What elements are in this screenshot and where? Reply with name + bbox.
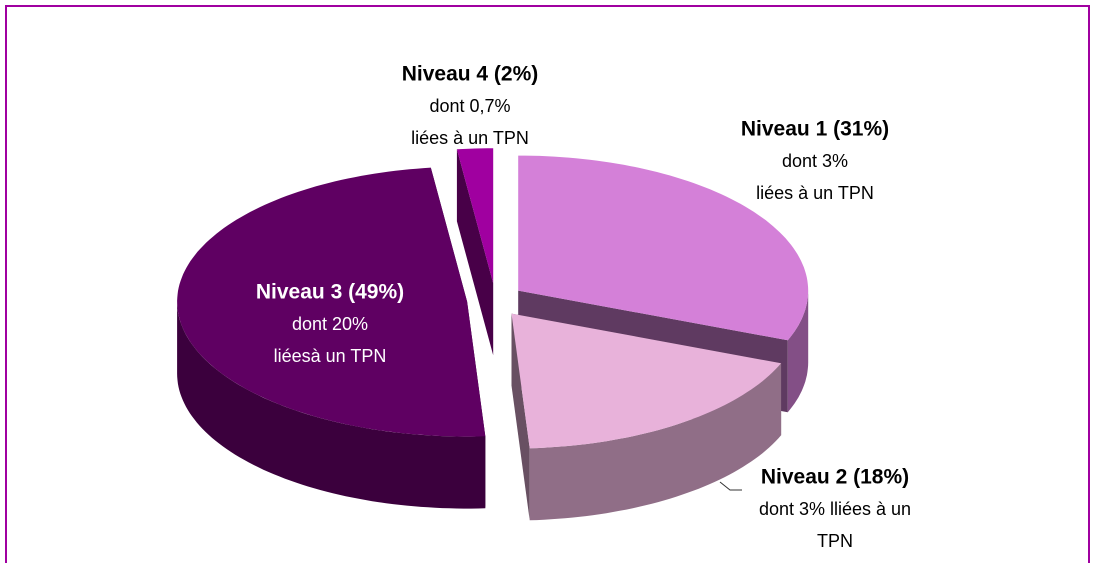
slice-sublabel: dont 20% <box>292 314 368 334</box>
frame <box>5 5 1090 563</box>
slice-sublabel: dont 0,7% <box>429 96 510 116</box>
slice-sublabel: liées à un TPN <box>756 183 874 203</box>
slice-label: Niveau 4 (2%) <box>402 63 539 86</box>
slice-label: Niveau 3 (49%) <box>256 281 404 304</box>
slice-side <box>529 363 782 521</box>
slice-side <box>177 301 486 509</box>
slice-cut-face <box>456 149 494 356</box>
slice <box>518 155 809 341</box>
slice-sublabel: liéesà un TPN <box>274 346 387 366</box>
slice <box>511 313 782 449</box>
leader-line <box>719 481 742 491</box>
slice-sublabel: TPN <box>817 531 853 551</box>
slice-label: Niveau 1 (31%) <box>741 118 889 141</box>
slice-label: Niveau 2 (18%) <box>761 466 909 489</box>
slice <box>456 148 494 284</box>
slice-sublabel: dont 3% lliées à un <box>759 499 911 519</box>
slice-sublabel: liées à un TPN <box>411 128 529 148</box>
slice-side <box>787 290 809 413</box>
slice-cut-face <box>511 313 530 521</box>
slice-sublabel: dont 3% <box>782 151 848 171</box>
slice <box>177 167 486 437</box>
